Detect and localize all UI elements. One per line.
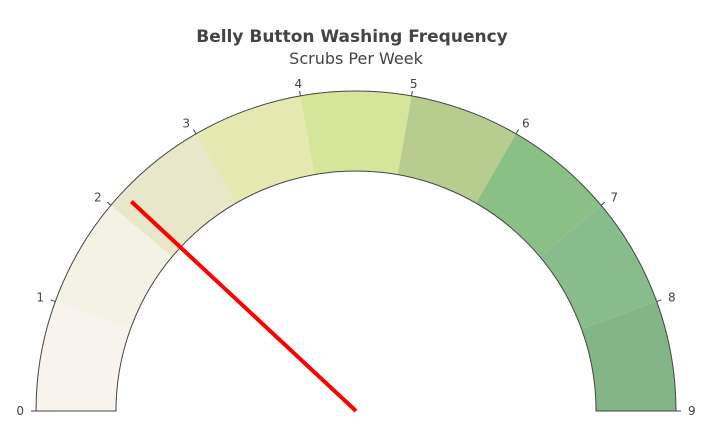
gauge-tick-4 (299, 90, 301, 96)
gauge-tick-6 (515, 129, 519, 135)
gauge-tick-label: 9 (688, 404, 696, 418)
gauge-step-0 (36, 301, 131, 411)
gauge-tick-label: 8 (668, 290, 676, 304)
gauge-tick-label: 4 (295, 77, 303, 91)
gauge-step-6 (476, 133, 602, 257)
gauge-step-2 (110, 133, 236, 257)
gauge-tick-8 (656, 299, 662, 303)
gauge-needle (129, 200, 358, 413)
gauge-step-4 (300, 90, 412, 175)
gauge-ticks: 0 1 2 3 4 5 6 7 8 9 (16, 77, 695, 418)
gauge-tick-label: 3 (182, 116, 190, 130)
gauge-tick-2 (106, 201, 112, 206)
gauge-tick-5 (411, 90, 413, 96)
gauge-step-3 (196, 95, 315, 204)
gauge-tick-label: 1 (36, 290, 44, 304)
gauge-tick-1 (50, 299, 56, 303)
gauge-steps (35, 90, 677, 412)
gauge-tick-label: 0 (16, 404, 24, 418)
gauge-tick-label: 2 (94, 191, 102, 205)
gauge-tick-3 (193, 129, 197, 135)
gauge-needle-group (129, 200, 358, 413)
gauge-outline (35, 90, 677, 412)
gauge-step-5 (397, 95, 516, 204)
gauge-step-8 (581, 301, 676, 411)
chart-title: Belly Button Washing Frequency (196, 27, 508, 47)
gauge-tick-label: 5 (410, 77, 418, 91)
gauge-tick-7 (600, 201, 606, 206)
gauge-step-1 (55, 205, 173, 329)
gauge-tick-label: 7 (610, 191, 618, 205)
gauge-tick-label: 6 (522, 116, 530, 130)
chart-subtitle: Scrubs Per Week (289, 49, 423, 68)
gauge-step-7 (539, 205, 657, 329)
